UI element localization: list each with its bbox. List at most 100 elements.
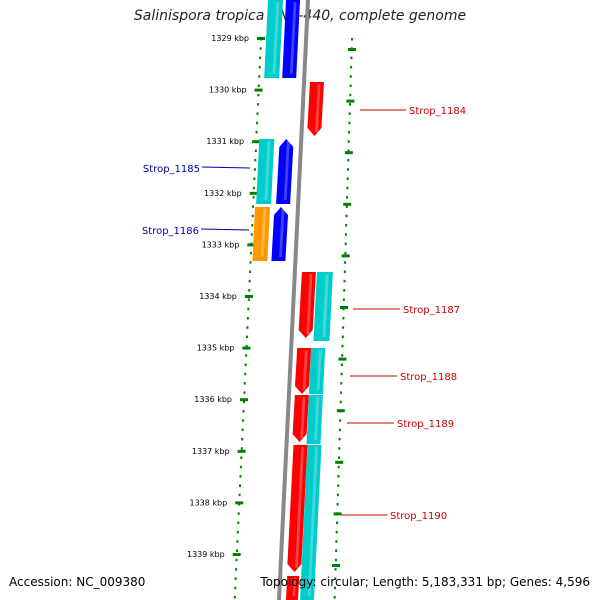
left-track-dot — [236, 530, 239, 534]
forward-cds-arrow-shade — [292, 578, 297, 596]
left-track-dot — [243, 391, 246, 394]
left-track-dot — [242, 410, 245, 413]
cds-frame-block-shade — [264, 141, 271, 200]
left-track-dot — [254, 149, 257, 153]
reverse-cds-arrow — [271, 207, 288, 261]
right-track-dot — [344, 261, 347, 264]
reverse-cds-arrow-shade — [279, 209, 285, 257]
right-track-dot — [345, 205, 348, 208]
major-tick-left — [252, 140, 261, 144]
gene-label: Strop_1184 — [409, 106, 466, 117]
tick-label: 1339 kbp — [187, 550, 225, 559]
left-track-dot — [235, 558, 238, 562]
major-tick-left — [247, 243, 256, 247]
forward-cds-arrow — [287, 445, 308, 572]
left-track-dot — [246, 335, 248, 339]
major-tick-right — [333, 512, 342, 516]
right-track-dot — [343, 279, 346, 283]
cds-frame-block — [256, 139, 275, 204]
major-tick-right — [348, 48, 356, 51]
left-tick-marks — [232, 37, 265, 599]
right-track-dot — [348, 131, 351, 134]
left-track-dot — [251, 224, 254, 227]
tick-label: 1332 kbp — [204, 189, 242, 198]
left-track-dot — [256, 112, 259, 115]
right-track-dot — [337, 465, 340, 469]
right-track-dot — [342, 298, 345, 301]
reverse-cds-arrow-shade — [289, 2, 297, 74]
right-track-dot — [342, 317, 345, 320]
right-track-dot — [336, 503, 339, 506]
map-title: Salinispora tropica CNB-440, complete ge… — [133, 8, 467, 24]
forward-cds-arrow — [295, 348, 312, 394]
cds-frame-block-shade — [314, 397, 320, 440]
forward-cds-arrow — [292, 395, 309, 442]
cds-frame-block-shade — [272, 2, 280, 74]
right-track-dot — [341, 335, 344, 339]
left-track-dot — [259, 56, 262, 60]
cds-frame-block-shade — [316, 350, 322, 390]
right-track-dot — [336, 521, 338, 525]
features — [252, 0, 333, 600]
left-track-dot — [239, 465, 242, 469]
forward-cds-arrow-shade — [300, 397, 306, 438]
gene-label: Strop_1186 — [142, 226, 199, 237]
right-track-dot — [344, 242, 347, 246]
major-tick-right — [332, 564, 340, 567]
left-track-dot — [233, 596, 236, 599]
left-track-dot — [252, 196, 255, 199]
right-track-dot — [335, 549, 338, 552]
major-tick-left — [240, 398, 248, 402]
major-tick-left — [235, 501, 244, 505]
right-track-dot — [343, 289, 346, 292]
right-track-dot — [349, 84, 352, 87]
gene-label: Strop_1190 — [390, 511, 447, 522]
left-track-dot — [257, 84, 260, 87]
other-feature-block — [252, 207, 270, 261]
tick-label: 1336 kbp — [194, 395, 232, 404]
right-track-dot — [346, 186, 349, 190]
right-track-dot — [337, 484, 340, 487]
right-track-dot — [349, 103, 351, 106]
major-tick-left — [244, 295, 253, 298]
right-track-dot — [333, 596, 336, 599]
right-track-dot — [345, 224, 348, 227]
left-track-dot — [239, 484, 241, 487]
major-tick-right — [341, 254, 350, 258]
left-track-dot — [241, 428, 244, 432]
gene-leader-line — [201, 166, 251, 169]
forward-cds-arrow-shade — [302, 350, 308, 390]
right-track-dot — [346, 196, 349, 199]
right-track-dot — [340, 363, 343, 366]
other-feature-block-shade — [260, 209, 267, 257]
right-track-dot — [347, 149, 350, 153]
left-track-dot — [242, 419, 245, 422]
right-track-dot — [336, 493, 339, 497]
cds-frame-block — [309, 348, 326, 394]
left-track-dot — [235, 568, 238, 571]
left-track-dot — [249, 261, 252, 264]
right-track-dot — [351, 38, 353, 41]
right-track-dot — [339, 400, 342, 404]
forward-cds-arrow-shade — [306, 274, 313, 334]
left-track-dot — [253, 186, 255, 190]
tick-label: 1337 kbp — [192, 447, 230, 456]
major-tick-right — [340, 306, 348, 309]
left-track-dot — [234, 586, 237, 590]
right-track-dot — [350, 65, 353, 69]
right-track-dot — [338, 428, 341, 432]
left-track-dot — [243, 400, 245, 404]
right-track-dot — [334, 586, 336, 590]
right-track-dot — [334, 577, 337, 580]
right-track-dot — [347, 158, 350, 162]
right-track-dot — [349, 93, 352, 97]
left-track-dot — [245, 354, 248, 357]
gene-labels: Strop_1184 Strop_1185 Strop_1186 Strop_1187… — [142, 106, 466, 522]
right-tick-marks — [332, 38, 356, 599]
tick-label: 1333 kbp — [202, 240, 240, 249]
right-track-dot — [335, 530, 338, 534]
gene-label: Strop_1189 — [397, 419, 454, 430]
tick-label: 1338 kbp — [189, 498, 227, 507]
left-track-dot — [254, 158, 257, 162]
forward-cds-arrow — [298, 272, 316, 338]
